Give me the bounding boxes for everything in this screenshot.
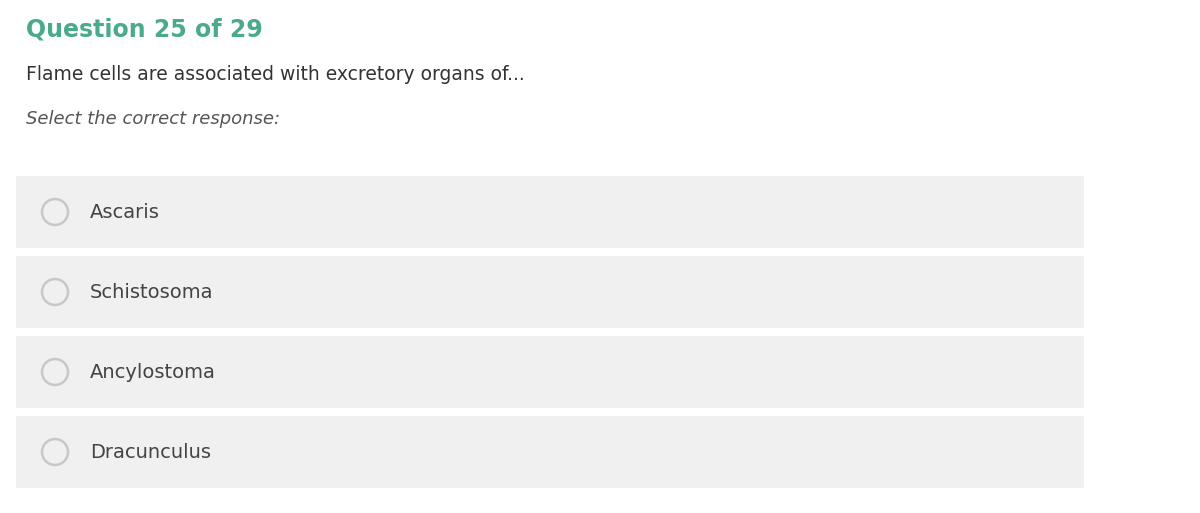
FancyBboxPatch shape: [16, 256, 1084, 328]
Circle shape: [42, 359, 68, 385]
Circle shape: [42, 439, 68, 465]
Text: Dracunculus: Dracunculus: [90, 443, 211, 462]
Text: Select the correct response:: Select the correct response:: [26, 110, 280, 128]
Text: Ancylostoma: Ancylostoma: [90, 363, 216, 382]
Text: Flame cells are associated with excretory organs of...: Flame cells are associated with excretor…: [26, 65, 524, 84]
Text: Schistosoma: Schistosoma: [90, 283, 214, 302]
FancyBboxPatch shape: [16, 416, 1084, 488]
FancyBboxPatch shape: [16, 336, 1084, 408]
Circle shape: [42, 279, 68, 305]
FancyBboxPatch shape: [16, 176, 1084, 248]
Text: Question 25 of 29: Question 25 of 29: [26, 18, 263, 42]
Circle shape: [42, 199, 68, 225]
Text: Ascaris: Ascaris: [90, 203, 160, 222]
